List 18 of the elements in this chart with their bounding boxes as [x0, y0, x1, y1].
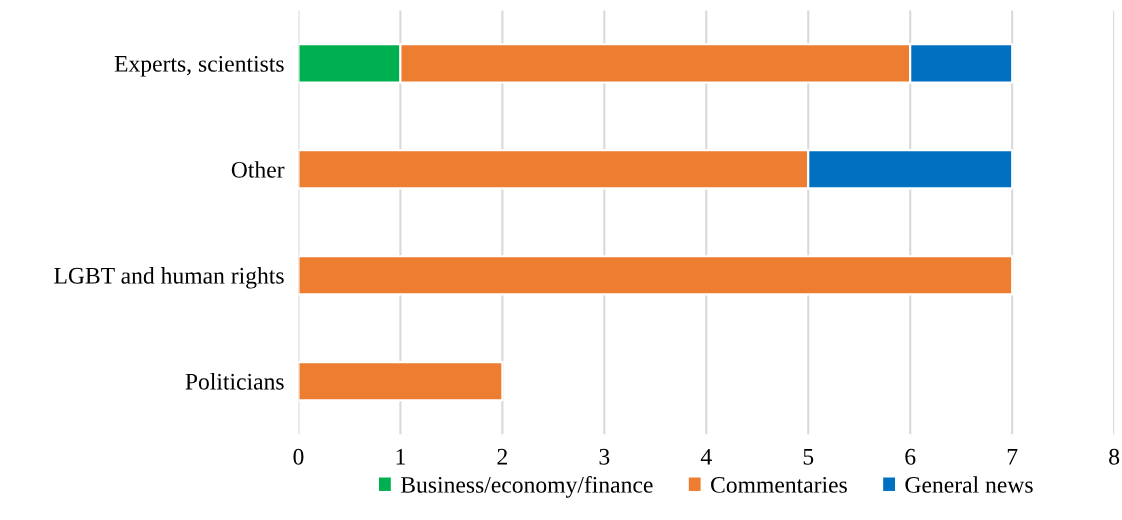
y-tick-label: Other	[231, 161, 285, 178]
legend-label: General news	[905, 476, 1033, 493]
x-tick-label: 8	[1109, 448, 1120, 465]
y-tick-label: LGBT and human rights	[54, 267, 284, 289]
legend-label: Commentaries	[711, 476, 847, 493]
x-tick-label: 0	[293, 448, 304, 465]
x-tick-label: 7	[1007, 449, 1018, 465]
x-tick-label: 5	[803, 449, 814, 465]
bar	[298, 255, 1014, 296]
legend-label: Business/economy/finance	[400, 475, 653, 498]
x-tick-label: 3	[599, 448, 610, 465]
x-tick-label: 2	[497, 448, 507, 465]
x-tick-label: 1	[396, 448, 405, 465]
y-tick-label: Politicians	[185, 373, 284, 390]
bar	[298, 361, 504, 402]
x-tick-label: 4	[700, 448, 712, 465]
x-tick-label: 6	[905, 448, 916, 465]
y-tick-label: Experts, scientists	[114, 55, 284, 77]
